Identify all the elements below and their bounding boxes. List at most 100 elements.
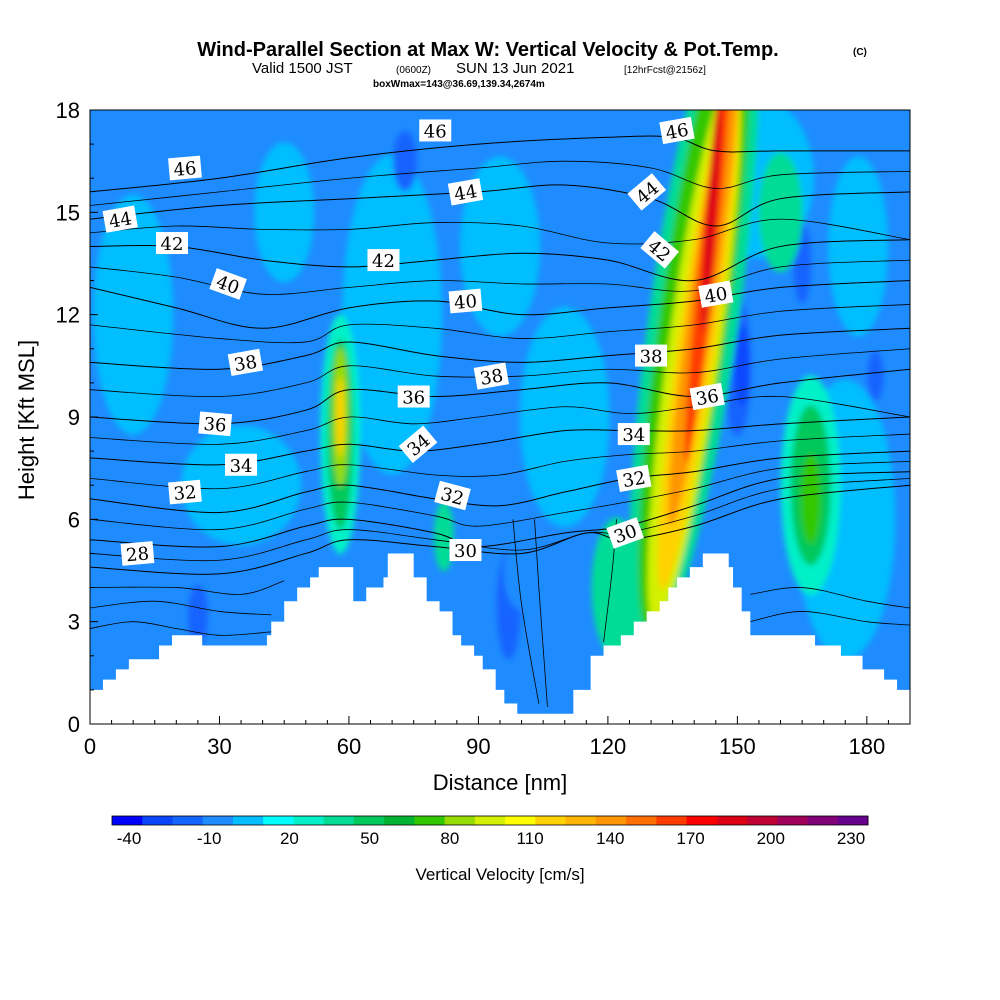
velocity-region <box>503 530 540 611</box>
velocity-region <box>433 501 454 572</box>
forecast-note: [12hrFcst@2156z] <box>624 65 706 76</box>
colorbar-swatch <box>474 816 506 825</box>
contour-label-box <box>398 425 438 463</box>
contour-label-box <box>447 178 484 206</box>
contour-label-text: 42 <box>161 234 184 255</box>
velocity-region <box>181 425 302 546</box>
x-tick-label: 180 <box>848 734 885 759</box>
terrain-mask <box>90 553 910 724</box>
theta-contour-low <box>750 611 910 626</box>
colorbar-title: Vertical Velocity [cm/s] <box>415 865 584 884</box>
colorbar-label: 50 <box>360 829 379 848</box>
colorbar-label: 200 <box>757 829 785 848</box>
colorbar-swatch <box>202 816 234 825</box>
theta-contour-intermediate <box>90 160 910 206</box>
contour-label: 36 <box>397 385 430 409</box>
velocity-region <box>828 156 889 337</box>
contour-label-text: 46 <box>424 121 447 142</box>
colorbar-label: 230 <box>837 829 865 848</box>
contour-label-box <box>640 231 680 269</box>
velocity-region <box>591 517 642 658</box>
contour-label-box <box>473 362 510 390</box>
velocity-region <box>519 307 610 527</box>
colorbar-swatch <box>384 816 415 825</box>
colorbar-swatch <box>232 816 264 825</box>
contour-label-box <box>627 173 667 211</box>
contour-label-box <box>449 539 482 562</box>
x-tick-label: 120 <box>590 734 627 759</box>
contour-label: 28 <box>120 541 155 566</box>
contour-label: 34 <box>398 425 438 463</box>
y-axis-title: Height [Kft MSL] <box>14 340 39 500</box>
colorbar-label: 20 <box>280 829 299 848</box>
chart-title: Wind-Parallel Section at Max W: Vertical… <box>197 39 778 61</box>
contour-label: 38 <box>635 344 668 368</box>
theta-contour-low <box>534 519 548 707</box>
x-axis-title: Distance [nm] <box>433 770 568 795</box>
x-tick-label: 60 <box>337 734 361 759</box>
colorbar-swatch <box>172 816 204 825</box>
velocity-region <box>734 325 749 406</box>
colorbar-label: 80 <box>440 829 459 848</box>
contour-label-box <box>448 288 483 314</box>
colorbar-label: -40 <box>117 829 142 848</box>
contour-label: 34 <box>617 423 650 446</box>
theta-contour-intermediate <box>90 304 910 344</box>
velocity-region <box>701 110 722 333</box>
contour-label-text: 46 <box>173 158 198 181</box>
contour-label-box <box>209 268 247 300</box>
velocity-region <box>187 584 208 645</box>
contour-label-text: 28 <box>125 543 150 566</box>
valid-time: Valid 1500 JST <box>252 60 353 77</box>
contour-label: 40 <box>698 280 734 308</box>
contour-label: 42 <box>367 249 400 272</box>
colorbar-swatch <box>595 816 627 825</box>
colorbar-swatch <box>535 816 567 825</box>
contour-label-text: 36 <box>402 388 425 409</box>
title-mark: (C) <box>853 47 867 58</box>
colorbar-swatch <box>686 816 718 825</box>
velocity-region <box>800 453 821 544</box>
colorbar-swatch <box>142 816 173 825</box>
theta-contour-intermediate <box>90 460 910 531</box>
contour-label-box <box>617 423 650 446</box>
contour-label-text: 40 <box>703 283 729 308</box>
contour-label-box <box>102 205 138 233</box>
colorbar-swatch <box>656 816 688 825</box>
colorbar-swatch <box>837 816 869 825</box>
contour-label-text: 32 <box>173 482 198 505</box>
contour-label: 34 <box>225 453 258 477</box>
velocity-region <box>254 142 315 283</box>
colorbar-label: 140 <box>596 829 624 848</box>
contour-label-text: 44 <box>453 181 479 206</box>
theta-contour-46 <box>90 135 910 193</box>
theta-contour-intermediate <box>90 433 910 490</box>
contour-label: 46 <box>419 119 452 142</box>
colorbar-swatch <box>353 816 385 825</box>
colorbar-swatch <box>112 816 143 825</box>
theta-contour-34 <box>90 416 910 466</box>
contour-label-text: 46 <box>664 120 690 145</box>
contour-label: 38 <box>227 348 264 376</box>
valid-utc: (0600Z) <box>396 65 431 76</box>
colorbar-swatch <box>263 816 294 825</box>
contour-label: 40 <box>209 268 247 300</box>
contour-label-box <box>168 479 202 505</box>
contour-label: 32 <box>616 464 652 492</box>
theta-contour-low <box>90 621 272 636</box>
contour-label-box <box>367 249 400 272</box>
colorbar-swatch <box>626 816 657 825</box>
contour-label: 32 <box>168 479 202 505</box>
box-wmax-note: boxWmax=143@36.69,139.34,2674m <box>373 79 545 90</box>
contour-label-box <box>168 155 202 181</box>
colorbar-label: -10 <box>197 829 222 848</box>
contour-label: 30 <box>606 517 644 549</box>
contour-label: 46 <box>659 116 695 145</box>
theta-contour-intermediate <box>90 395 910 445</box>
contour-label-text: 36 <box>694 386 720 411</box>
contour-label: 46 <box>168 155 202 181</box>
theta-contour-28 <box>90 484 910 575</box>
